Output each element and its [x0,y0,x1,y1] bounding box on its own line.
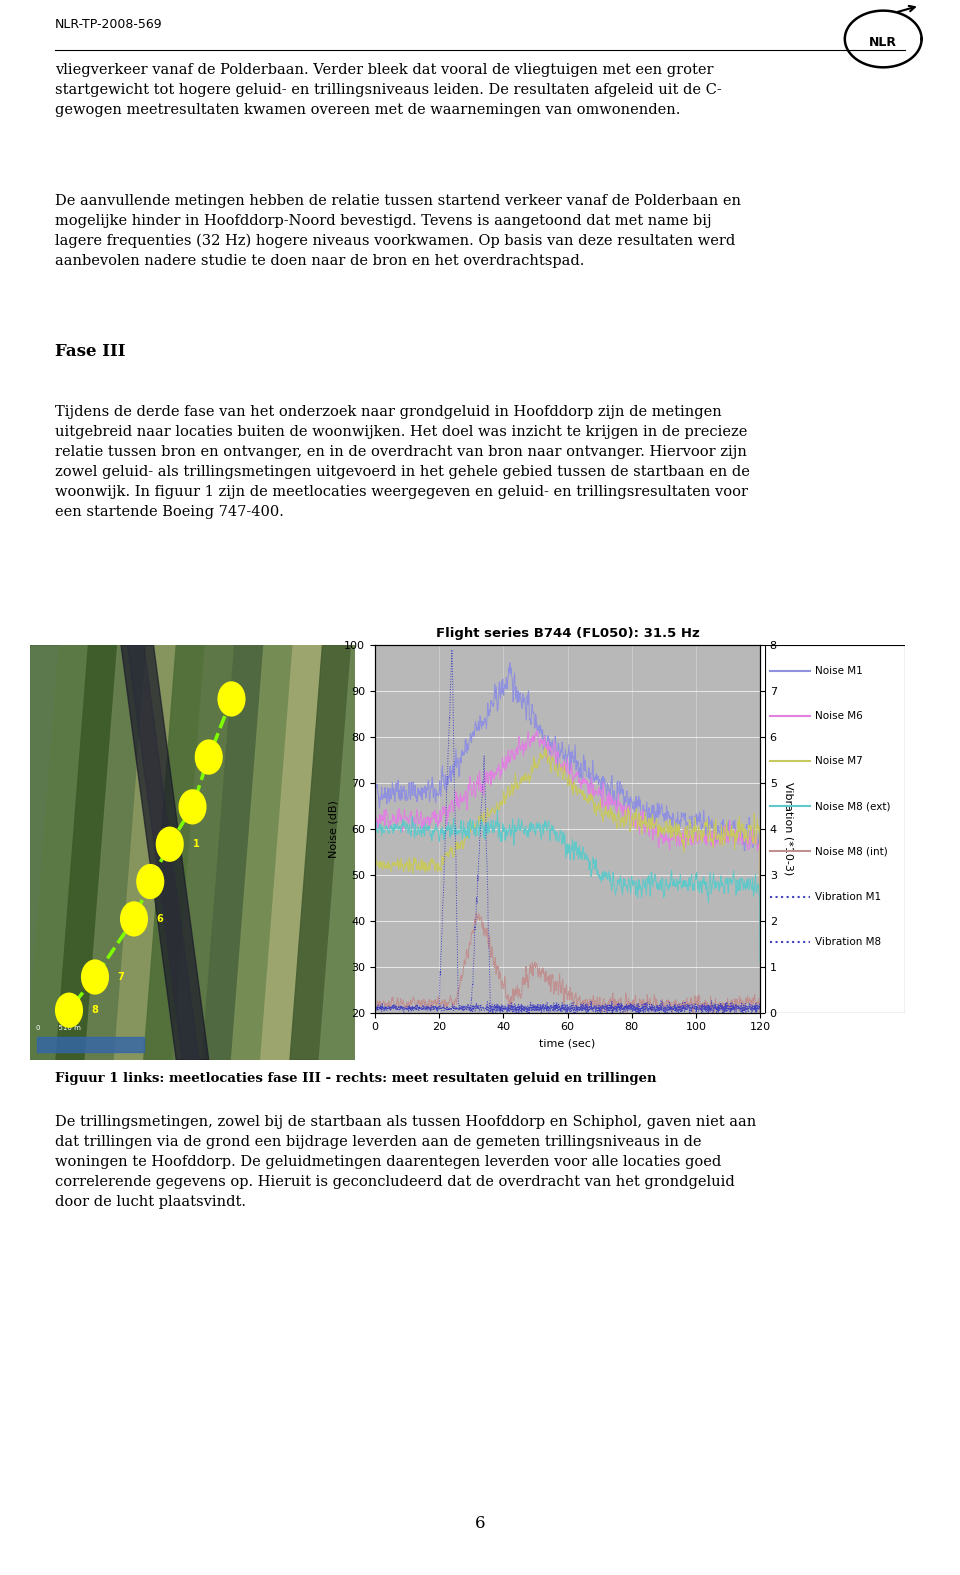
Text: Noise M6: Noise M6 [815,710,863,721]
Polygon shape [231,646,377,1060]
Text: 8: 8 [92,1005,99,1016]
Text: 6: 6 [475,1515,485,1532]
Text: De trillingsmetingen, zowel bij de startbaan als tussen Hoofddorp en Schiphol, g: De trillingsmetingen, zowel bij de start… [55,1115,756,1210]
Text: Noise M8 (ext): Noise M8 (ext) [815,802,891,811]
Text: Vibration M8: Vibration M8 [815,937,881,947]
X-axis label: time (sec): time (sec) [540,1038,595,1047]
Y-axis label: Vibration (*10-3): Vibration (*10-3) [783,783,794,876]
Polygon shape [0,646,144,1060]
Polygon shape [128,646,199,1060]
Text: Noise M1: Noise M1 [815,666,863,676]
Circle shape [156,827,182,862]
Text: Vibration M1: Vibration M1 [815,891,881,901]
Text: 0        510 m: 0 510 m [36,1025,82,1032]
Circle shape [196,740,222,773]
Text: Noise M8 (int): Noise M8 (int) [815,846,888,857]
Circle shape [219,682,245,715]
Text: Noise M7: Noise M7 [815,756,863,765]
Polygon shape [203,646,348,1060]
Text: Flight series B744 (FL050): 31.5 Hz: Flight series B744 (FL050): 31.5 Hz [436,627,700,639]
Text: Tijdens de derde fase van het onderzoek naar grondgeluid in Hoofddorp zijn de me: Tijdens de derde fase van het onderzoek … [55,405,750,520]
Text: Figuur 1 links: meetlocaties fase III - rechts: meet resultaten geluid en trilli: Figuur 1 links: meetlocaties fase III - … [55,1071,657,1085]
Circle shape [56,994,82,1027]
Text: vliegverkeer vanaf de Polderbaan. Verder bleek dat vooral de vliegtuigen met een: vliegverkeer vanaf de Polderbaan. Verder… [55,63,722,117]
Text: De aanvullende metingen hebben de relatie tussen startend verkeer vanaf de Polde: De aanvullende metingen hebben de relati… [55,194,741,268]
Polygon shape [144,646,290,1060]
Circle shape [82,961,108,994]
Circle shape [137,865,163,898]
Polygon shape [261,646,407,1060]
Y-axis label: Noise (dB): Noise (dB) [328,800,339,858]
Polygon shape [320,646,466,1060]
Polygon shape [36,1038,144,1052]
Text: NLR: NLR [869,36,898,49]
Circle shape [180,791,205,824]
Polygon shape [56,646,203,1060]
Text: 1: 1 [193,839,200,849]
Circle shape [121,902,147,936]
Text: 7: 7 [118,972,125,981]
Polygon shape [27,646,173,1060]
Polygon shape [173,646,320,1060]
Polygon shape [85,646,231,1060]
Text: NLR-TP-2008-569: NLR-TP-2008-569 [55,17,162,32]
Text: Fase III: Fase III [55,343,126,361]
Polygon shape [121,646,208,1060]
Polygon shape [114,646,261,1060]
Text: 6: 6 [156,913,163,925]
Polygon shape [290,646,436,1060]
